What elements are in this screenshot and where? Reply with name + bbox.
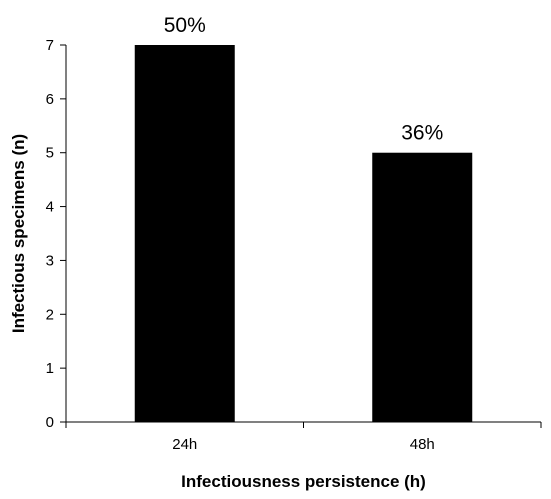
bars-group xyxy=(134,45,473,422)
data-label: 50% xyxy=(164,14,206,37)
y-tick-label: 5 xyxy=(46,145,54,162)
y-tick-label: 1 xyxy=(46,360,54,377)
y-tick-label: 6 xyxy=(46,91,54,108)
x-ticks-group: 24h 48h xyxy=(65,422,542,453)
bar-48h xyxy=(372,152,473,422)
y-axis-title: Infectious specimens (n) xyxy=(9,134,28,333)
x-tick-label: 48h xyxy=(410,436,435,453)
x-axis-title: Infectiousness persistence (h) xyxy=(181,472,426,491)
y-tick-label: 0 xyxy=(46,414,54,431)
y-tick-label: 7 xyxy=(46,37,54,54)
y-tick-label: 4 xyxy=(46,199,54,216)
data-labels-group: 50% 36% xyxy=(164,14,444,145)
y-tick-label: 3 xyxy=(46,252,54,269)
data-label: 36% xyxy=(401,122,443,145)
y-ticks-group: 0 1 2 3 4 5 6 7 xyxy=(46,37,66,431)
bar-24h xyxy=(134,45,235,422)
y-tick-label: 2 xyxy=(46,306,54,323)
x-tick-label: 24h xyxy=(172,436,197,453)
